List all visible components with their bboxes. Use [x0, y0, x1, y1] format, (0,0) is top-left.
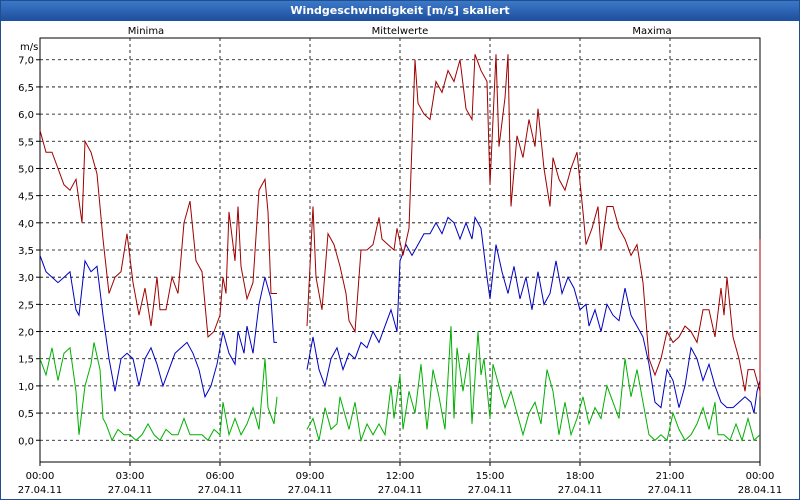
y-tick-label: 6,0: [18, 110, 34, 121]
y-tick-label: 2,0: [18, 328, 34, 339]
y-tick-label: 3,0: [18, 273, 34, 284]
x-tick-time-label: 21:00: [656, 471, 685, 482]
y-tick-label: 7,0: [18, 56, 34, 67]
legend-label-maxima: Maxima: [632, 26, 671, 37]
axes: 0,0 0,5 1,0 1,5 2,0 2,5 3,0 3,5 4,0 4,5 5,0 5,5 6,0 6…: [18, 37, 783, 496]
series-line-minima: [306, 326, 761, 443]
y-tick-label: 6,5: [18, 83, 34, 94]
x-tick-date-label: 27.04.11: [288, 485, 333, 496]
y-tick-label: 3,5: [18, 246, 34, 257]
legend: Minima Mittelwerte Maxima: [128, 26, 672, 37]
x-tick-time-label: 12:00: [386, 471, 415, 482]
series-line-minima: [39, 342, 278, 442]
y-tick-label: 4,0: [18, 219, 34, 230]
y-tick-label: 1,0: [18, 382, 34, 393]
y-tick-label: 0,5: [18, 409, 34, 420]
series-lines: [39, 54, 761, 443]
x-tick-date-label: 28.04.11: [738, 485, 783, 496]
y-tick-label: 5,0: [18, 164, 34, 175]
x-tick-date-label: 27.04.11: [18, 485, 63, 496]
x-tick-date-label: 27.04.11: [468, 485, 513, 496]
legend-label-mittelwerte: Mittelwerte: [372, 26, 429, 37]
chart-title: Windgeschwindigkeit [m/s] skaliert: [1, 1, 799, 21]
x-tick-time-label: 03:00: [116, 471, 145, 482]
series-line-maxima: [306, 54, 761, 397]
x-tick-date-label: 27.04.11: [108, 485, 153, 496]
x-tick-time-label: 00:00: [26, 471, 55, 482]
x-tick-time-label: 18:00: [566, 471, 595, 482]
y-tick-label: 4,5: [18, 192, 34, 203]
y-tick-label: 5,5: [18, 137, 34, 148]
y-axis-label: m/s: [20, 42, 38, 53]
series-line-mittelwerte: [306, 215, 761, 414]
series-line-maxima: [39, 130, 277, 339]
grid: [40, 38, 760, 462]
x-tick-time-label: 00:00: [746, 471, 775, 482]
x-tick-date-label: 27.04.11: [648, 485, 693, 496]
y-tick-label: 1,5: [18, 355, 34, 366]
x-tick-time-label: 06:00: [206, 471, 235, 482]
x-tick-date-label: 27.04.11: [378, 485, 423, 496]
x-tick-date-label: 27.04.11: [198, 485, 243, 496]
x-tick-time-label: 15:00: [476, 471, 505, 482]
legend-label-minima: Minima: [128, 26, 164, 37]
y-tick-label: 0,0: [18, 436, 34, 447]
series-line-mittelwerte: [39, 255, 277, 399]
x-tick-time-label: 09:00: [296, 471, 325, 482]
x-tick-date-label: 27.04.11: [558, 485, 603, 496]
y-tick-label: 2,5: [18, 300, 34, 311]
